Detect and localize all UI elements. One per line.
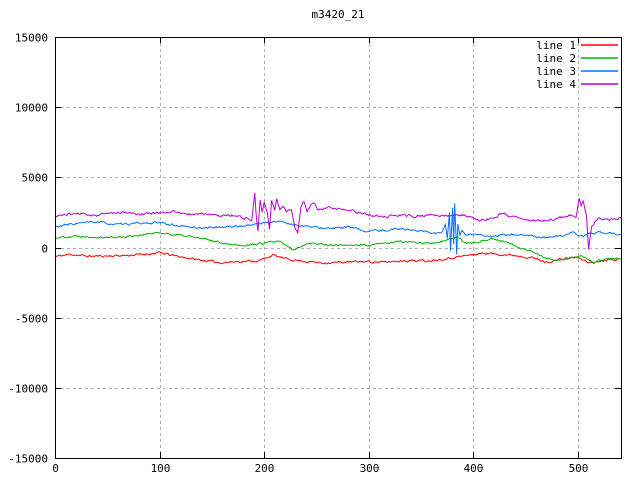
legend-item: line 3 <box>536 65 618 78</box>
series-line-line-2 <box>54 231 622 265</box>
series-line-line-3 <box>54 203 622 255</box>
chart-title: m3420_21 <box>312 8 365 21</box>
grid-lines <box>55 37 621 458</box>
x-tick-label: 500 <box>569 462 589 475</box>
legend-label: line 4 <box>536 78 576 91</box>
legend-label: line 2 <box>536 52 576 65</box>
legend-item: line 1 <box>536 39 618 52</box>
y-tick-label: 5000 <box>22 172 49 185</box>
y-tick-label: 10000 <box>15 102 48 115</box>
y-tick-label: 0 <box>41 243 48 256</box>
x-tick-label: 200 <box>255 462 275 475</box>
x-tick-label: 400 <box>464 462 484 475</box>
x-tick-label: 100 <box>151 462 171 475</box>
y-tick-label: -10000 <box>8 383 48 396</box>
series-lines <box>54 192 622 265</box>
legend-item: line 2 <box>536 52 618 65</box>
legend-item: line 4 <box>536 78 618 91</box>
series-line-line-1 <box>54 251 622 265</box>
x-tick-label: 300 <box>360 462 380 475</box>
y-tick-label: -15000 <box>8 453 48 466</box>
y-tick-label: 15000 <box>15 32 48 45</box>
axes-frame: 0 100 200 300 400 500 -15000 -10000 -5000 0 5000 10… <box>8 32 622 475</box>
legend-label: line 1 <box>536 39 576 52</box>
series-line-line-4 <box>54 192 622 250</box>
legend-label: line 3 <box>536 65 576 78</box>
x-tick-label: 0 <box>52 462 59 475</box>
legend: line 1 line 2 line 3 line 4 <box>536 39 618 91</box>
y-tick-label: -5000 <box>15 313 48 326</box>
